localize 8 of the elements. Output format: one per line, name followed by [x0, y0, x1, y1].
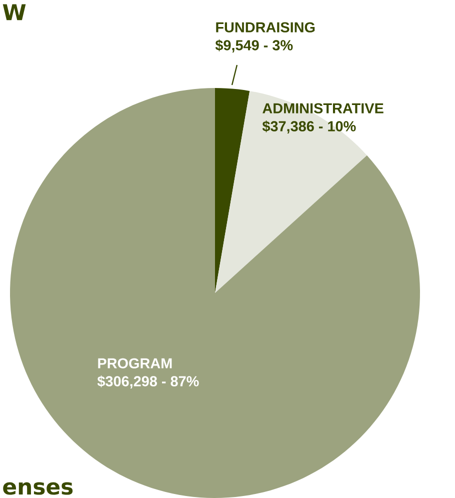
slice-label: FUNDRAISING — [216, 22, 315, 32]
slice-label: ADMINISTRATIVE — [262, 103, 384, 114]
text: W — [2, 4, 26, 20]
data-label: $9,549 - 3% — [215, 39, 293, 52]
text: enses — [3, 482, 73, 495]
slice-label: PROGRAM — [98, 358, 172, 368]
data-label: $306,298 - 87% — [97, 375, 199, 388]
data-label: $37,386 - 10% — [262, 120, 356, 134]
